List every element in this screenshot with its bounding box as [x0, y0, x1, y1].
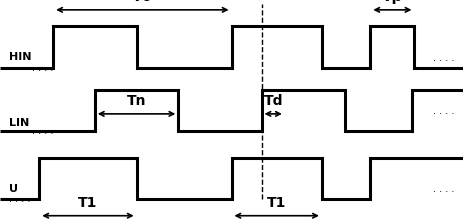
Text: Td: Td: [263, 94, 283, 108]
Text: . . . .: . . . .: [433, 53, 454, 63]
Text: T0: T0: [132, 0, 153, 4]
Text: U: U: [9, 184, 18, 194]
Text: . . . .: . . . .: [32, 126, 54, 136]
Text: T1: T1: [267, 196, 286, 210]
Text: . . . .: . . . .: [433, 184, 454, 194]
Text: . . . .: . . . .: [32, 63, 54, 73]
Text: T1: T1: [78, 196, 98, 210]
Text: HIN: HIN: [9, 52, 32, 62]
Text: Tn: Tn: [127, 94, 146, 108]
Text: Tp: Tp: [382, 0, 403, 4]
Text: LIN: LIN: [9, 118, 30, 128]
Text: . . . .: . . . .: [9, 194, 31, 204]
Text: . . . .: . . . .: [433, 106, 454, 116]
